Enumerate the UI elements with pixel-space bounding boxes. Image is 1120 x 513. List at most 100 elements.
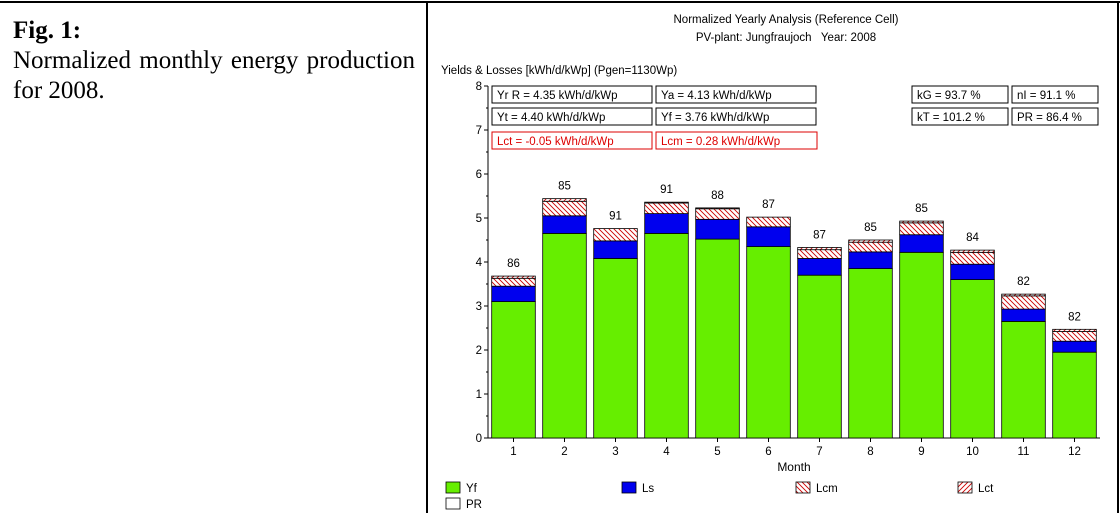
stat-box-lcm [655,131,818,150]
bar-yf [797,274,842,439]
x-tick-label: 3 [612,446,618,458]
bar-yf [899,251,944,439]
stat-yr: Yr R = 4.35 kWh/d/kWp [497,90,617,102]
y-tick-label: 6 [476,169,482,181]
x-tick-label: 1 [510,446,516,458]
legend-label-pr: PR [466,499,482,511]
pr-value-label: 82 [1068,311,1081,323]
bar-yf [1001,320,1046,439]
pr-value-label: 85 [915,203,928,215]
bar-lct [848,239,893,243]
pr-value-label: 91 [609,211,622,223]
bar-yf [695,238,740,439]
bar-ls [899,234,944,253]
bar-ls [644,213,689,234]
x-tick-label: 6 [765,446,771,458]
y-tick-label: 1 [476,389,482,401]
figure-caption: Fig. 1: Normalized monthly energy produc… [13,16,415,106]
bar-ls [542,215,587,234]
stat-lcm: Lcm = 0.28 kWh/d/kWp [661,136,780,148]
bar-yf [593,258,638,439]
x-tick-label: 5 [714,446,720,458]
stat-box-kg [911,85,1009,104]
bar-lct [797,247,842,251]
bar-lcm [1001,295,1046,310]
y-tick-label: 2 [476,345,482,357]
bar-yf [746,246,791,439]
y-tick-label: 8 [476,81,482,93]
x-tick-label: 10 [966,446,979,458]
bar-lcm [1052,331,1097,342]
stat-nl: nI = 91.1 % [1017,90,1076,102]
bar-lct [1001,293,1046,297]
bar-yf [542,232,587,439]
legend-label-lcm: Lcm [816,483,838,495]
x-axis-label: Month [777,460,810,474]
stat-box-nl [1011,85,1099,104]
chart-title: Normalized Yearly Analysis (Reference Ce… [674,14,899,26]
legend-swatch-lcm [795,481,811,494]
bar-ls [1052,340,1097,353]
stat-pr: PR = 86.4 % [1017,112,1082,124]
stat-box-yf [655,107,817,126]
x-tick-label: 7 [816,446,822,458]
stat-yt: Yt = 4.40 kWh/d/kWp [497,112,605,124]
bar-ls [695,218,740,240]
bar-lcm [644,202,689,214]
bar-lct [644,201,689,204]
bar-lcm [542,200,587,217]
pr-value-label: 85 [558,181,571,193]
figure-label: Fig. 1: [13,17,82,44]
bar-lct [899,220,944,224]
legend-label-ls: Ls [642,483,654,495]
stat-kt: kT = 101.2 % [917,112,985,124]
stat-box-yr [491,85,653,104]
y-axis-label: Yields & Losses [kWh/d/kWp] (Pgen=1130Wp… [441,65,677,77]
bar-lct [950,249,995,253]
pr-value-label: 91 [660,184,673,196]
pr-value-label: 82 [1017,276,1030,288]
bar-lcm [797,249,842,259]
legend-swatch-lct [957,481,973,494]
bar-lcm [695,208,740,220]
bar-yf [644,232,689,439]
stat-lct: Lct = -0.05 kWh/d/kWp [497,136,614,148]
stat-box-pr [1011,107,1099,126]
bar-ls [746,226,791,248]
bar-lcm [848,241,893,253]
pr-value-label: 88 [711,190,724,202]
figure-text: Normalized monthly energy production for… [13,47,415,104]
legend-label-yf: Yf [466,483,478,495]
stat-box-kt [911,107,1009,126]
legend-label-lct: Lct [978,483,994,495]
x-tick-label: 11 [1018,446,1030,458]
bar-ls [848,251,893,270]
pr-value-label: 84 [966,232,979,244]
bar-lct [695,207,740,210]
stat-box-ya [655,85,817,104]
pr-value-label: 85 [864,222,877,234]
bar-yf [491,301,536,439]
bar-ls [797,258,842,276]
bar-ls [950,263,995,281]
legend-swatch-yf [445,481,461,494]
y-tick-label: 3 [476,301,482,313]
bar-ls [1001,308,1046,322]
x-tick-label: 9 [918,446,924,458]
plot-area: 0123456788618529139148858768778588598410… [476,81,1100,458]
bar-ls [593,240,638,259]
bar-ls [491,285,536,303]
legend-swatch-ls [621,481,637,494]
x-tick-label: 4 [663,446,670,458]
y-tick-label: 5 [476,213,482,225]
bar-yf [1052,351,1097,439]
chart-legend: Yf Ls Lcm Lct PR [445,481,994,511]
x-tick-label: 2 [561,446,567,458]
stat-yf: Yf = 3.76 kWh/d/kWp [661,112,769,124]
y-tick-label: 7 [476,125,482,137]
y-tick-label: 4 [476,257,483,269]
bar-lcm [899,222,944,236]
bar-lct [1052,328,1097,332]
legend-swatch-pr [445,497,461,510]
